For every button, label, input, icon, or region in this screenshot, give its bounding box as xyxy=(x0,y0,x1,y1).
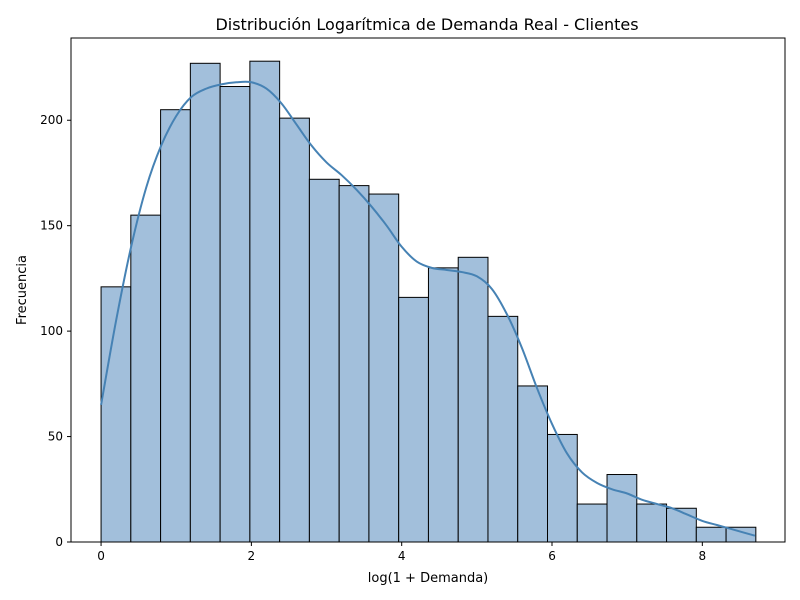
y-axis-label: Frecuencia xyxy=(15,255,30,325)
kde-curve-line xyxy=(100,80,756,537)
x-tick-label: 0 xyxy=(97,549,105,563)
x-axis-ticks: 0 2 4 6 8 xyxy=(97,542,706,563)
x-axis-label: log(1 + Demanda) xyxy=(368,571,489,586)
histogram-bar xyxy=(487,315,519,543)
y-tick-label: 50 xyxy=(48,430,63,444)
plot-frame xyxy=(70,37,786,543)
x-tick-label: 6 xyxy=(548,549,556,563)
histogram-bar xyxy=(695,526,727,543)
histogram-bar xyxy=(457,256,489,543)
histogram-bar xyxy=(249,60,281,543)
histogram-bar xyxy=(368,193,400,543)
y-axis-ticks: 0 50 100 150 200 xyxy=(40,113,71,549)
x-tick-label: 4 xyxy=(398,549,406,563)
y-tick-label: 100 xyxy=(40,324,63,338)
histogram-bar xyxy=(636,503,668,543)
y-tick-label: 200 xyxy=(40,113,63,127)
histogram-bar xyxy=(160,109,191,543)
histogram-bar xyxy=(547,433,578,543)
chart-title: Distribución Logarítmica de Demanda Real… xyxy=(215,15,638,34)
histogram-bar xyxy=(279,117,310,543)
bars-group xyxy=(100,60,757,543)
histogram-bar xyxy=(308,178,340,543)
x-tick-label: 8 xyxy=(699,549,707,563)
histogram-bar xyxy=(219,86,251,543)
histogram-bar xyxy=(576,503,608,543)
histogram-bar xyxy=(130,214,162,543)
histogram-bar xyxy=(338,185,370,543)
histogram-bar xyxy=(398,296,429,543)
histogram-bar xyxy=(427,267,459,543)
x-tick-label: 2 xyxy=(248,549,256,563)
histogram-bar xyxy=(606,474,638,543)
histogram-bar xyxy=(666,507,697,543)
histogram-bar xyxy=(517,385,549,543)
histogram-bar xyxy=(100,286,132,543)
y-tick-label: 150 xyxy=(40,219,63,233)
y-tick-label: 0 xyxy=(55,535,63,549)
histogram-bar xyxy=(189,62,221,543)
